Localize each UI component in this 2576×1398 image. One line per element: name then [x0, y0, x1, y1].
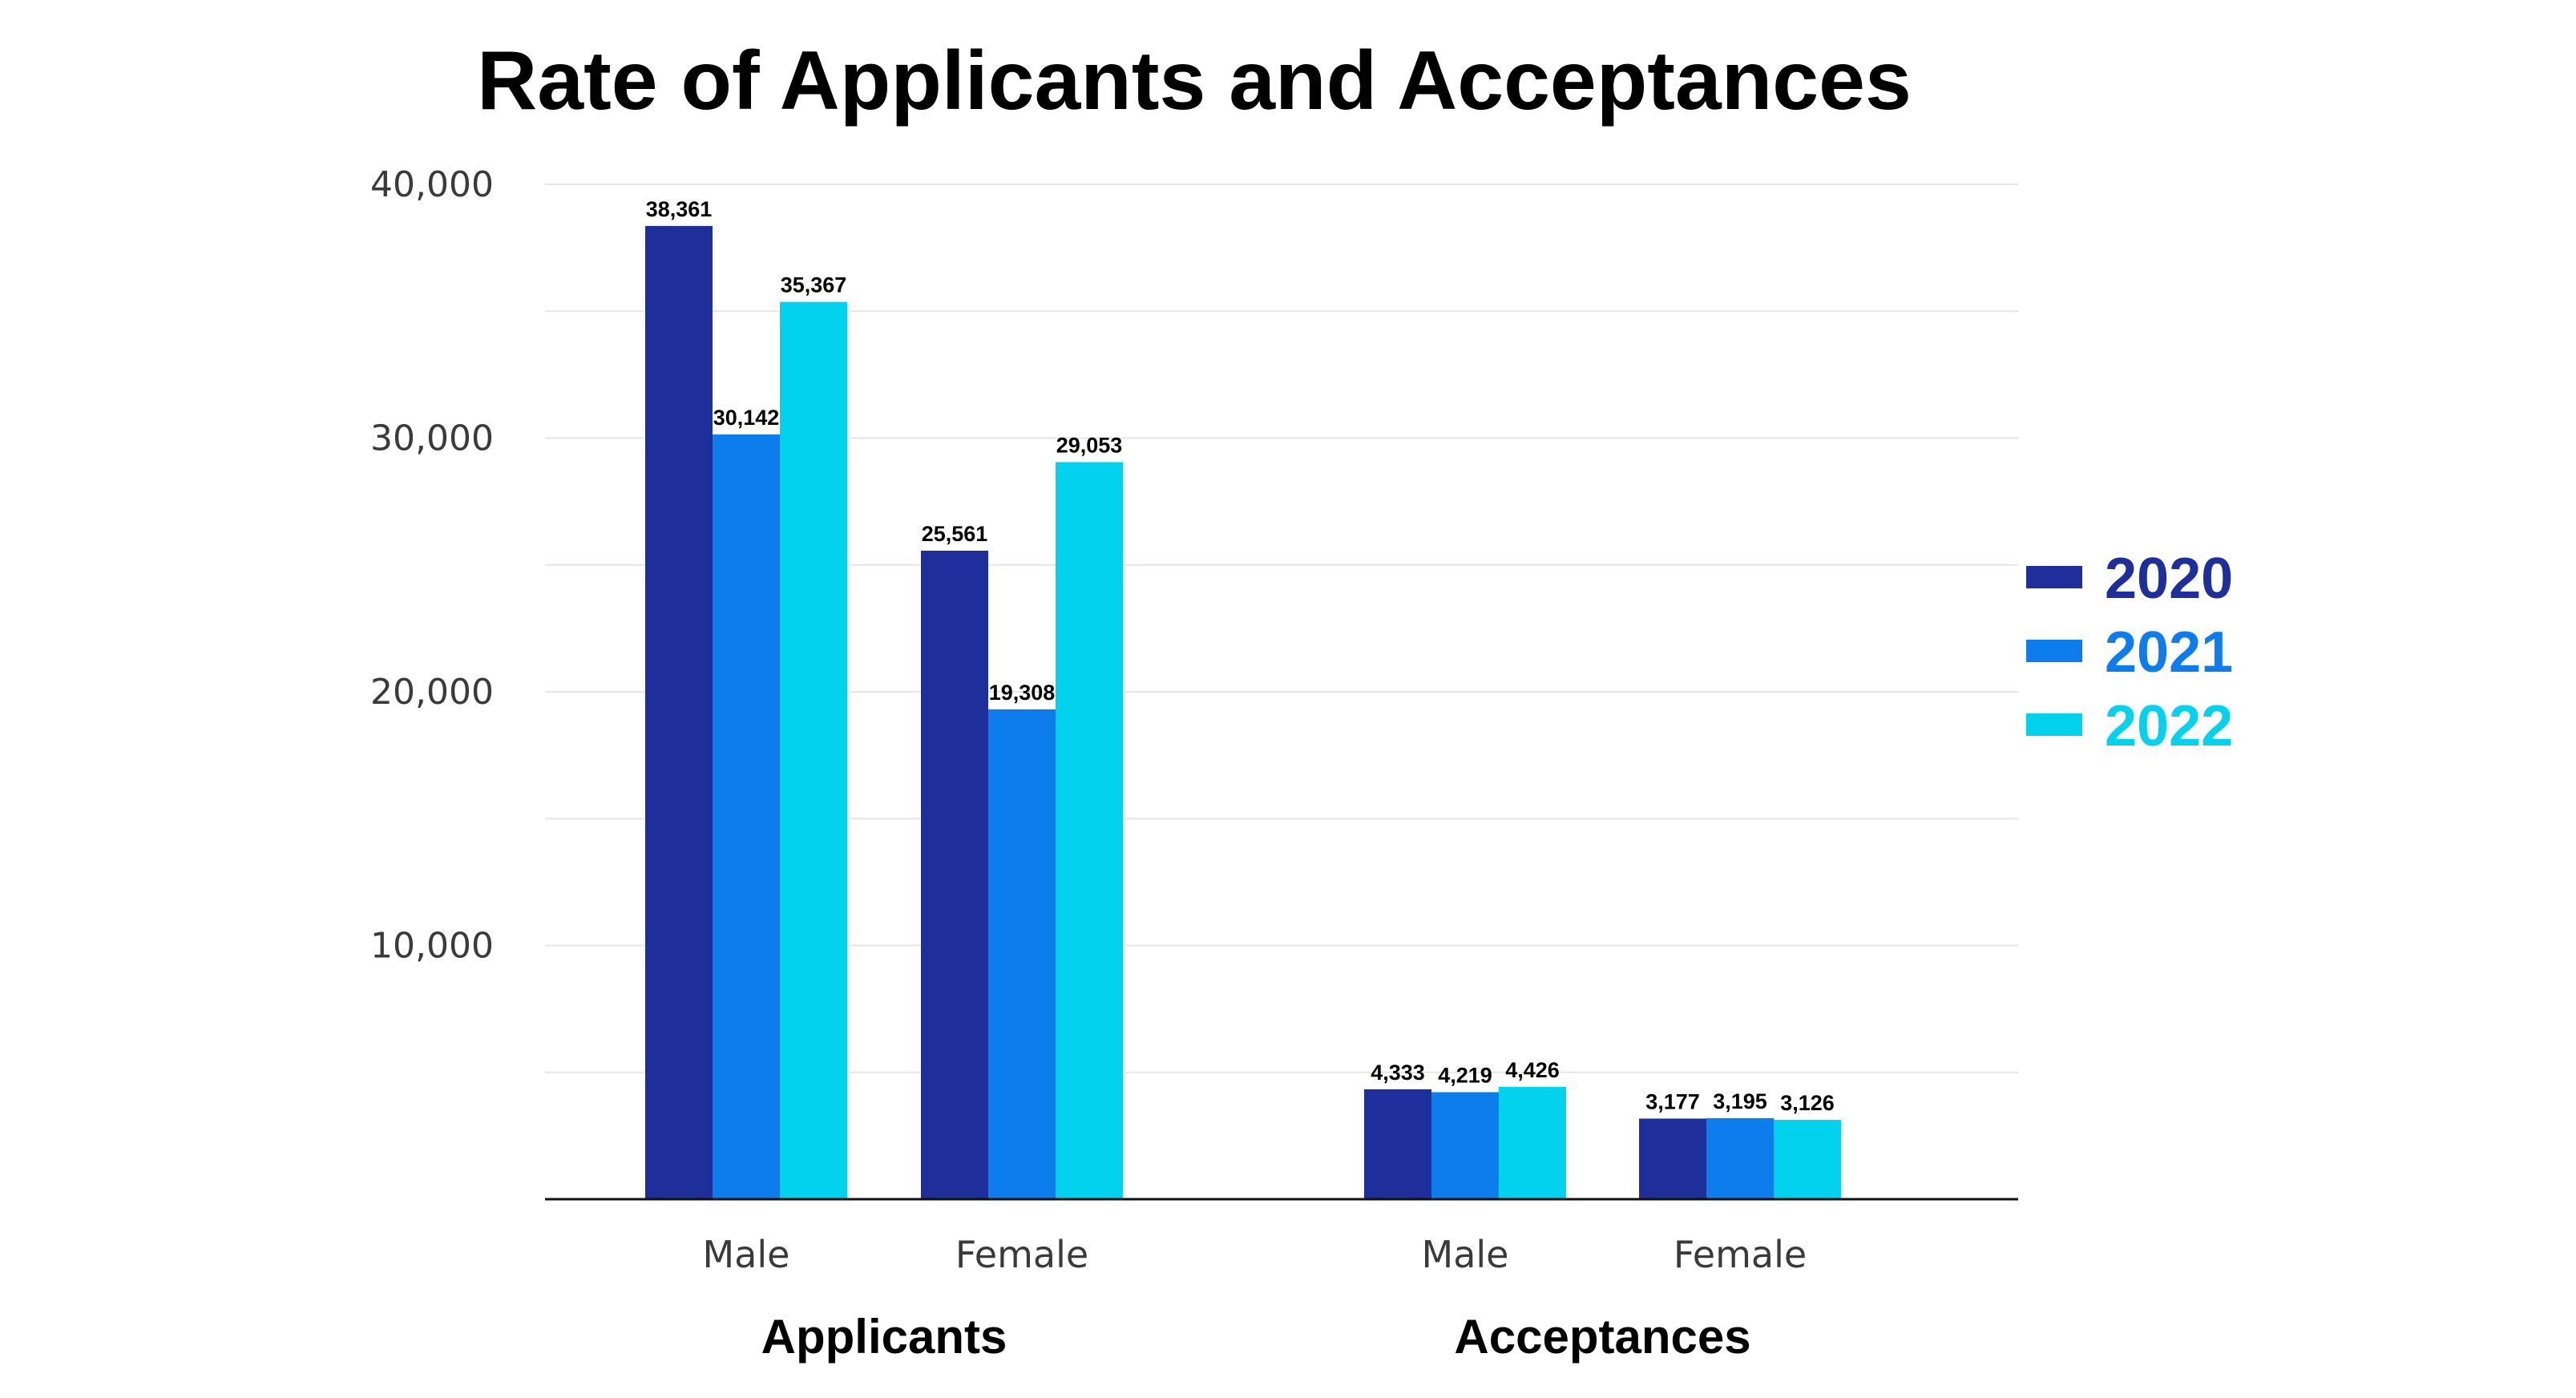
- legend-label-2020: 2020: [2105, 547, 2233, 611]
- legend: 2020 2021 2022: [2026, 547, 2233, 758]
- value-labels: 38,361 25,561 4,333 3,177 30,142 19,308 4,219 3…: [646, 197, 1835, 1115]
- x-category-label: Female: [1674, 1233, 1807, 1276]
- x-axis-categories: Male Female Applicants Male Female Acceptance…: [703, 1233, 1807, 1364]
- legend-swatch-2021: [2026, 640, 2082, 662]
- x-category-label: Male: [1422, 1233, 1509, 1276]
- bars: [645, 225, 1841, 1199]
- bar-2022: [1499, 1086, 1566, 1199]
- data-label: 25,561: [922, 522, 988, 546]
- y-tick-label: 10,000: [370, 926, 494, 967]
- data-label: 29,053: [1056, 433, 1123, 457]
- chart-title: Rate of Applicants and Acceptances: [477, 34, 1912, 127]
- bar-2020: [645, 225, 713, 1199]
- legend-swatch-2020: [2026, 566, 2082, 588]
- legend-swatch-2022: [2026, 713, 2082, 736]
- bar-2020: [1364, 1089, 1431, 1199]
- bar-2021: [713, 434, 780, 1199]
- x-category-label: Male: [703, 1233, 790, 1276]
- data-label: 3,126: [1780, 1091, 1835, 1115]
- data-label: 4,426: [1505, 1058, 1560, 1082]
- bar-2022: [1774, 1120, 1841, 1199]
- bar-2021: [988, 709, 1056, 1199]
- bar-2020: [921, 550, 988, 1199]
- bar-2022: [1056, 462, 1123, 1199]
- bar-2022: [780, 301, 847, 1199]
- data-label: 35,367: [781, 273, 847, 297]
- data-label: 3,177: [1645, 1089, 1700, 1113]
- y-tick-label: 20,000: [370, 672, 494, 713]
- legend-label-2022: 2022: [2105, 694, 2233, 758]
- bar-2021: [1431, 1092, 1499, 1199]
- data-label: 4,333: [1371, 1061, 1425, 1085]
- y-axis-ticks: 10,000 20,000 30,000 40,000: [370, 164, 494, 967]
- x-group-label: Acceptances: [1454, 1310, 1750, 1364]
- bar-2021: [1706, 1117, 1774, 1199]
- x-group-label: Applicants: [761, 1310, 1007, 1364]
- y-tick-label: 30,000: [370, 418, 494, 459]
- data-label: 38,361: [646, 197, 713, 221]
- bar-2020: [1639, 1118, 1706, 1199]
- legend-label-2021: 2021: [2105, 620, 2233, 685]
- data-label: 3,195: [1713, 1089, 1767, 1113]
- x-category-label: Female: [955, 1233, 1088, 1276]
- data-label: 4,219: [1438, 1063, 1492, 1087]
- data-label: 19,308: [989, 681, 1056, 705]
- data-label: 30,142: [713, 406, 780, 430]
- y-tick-label: 40,000: [370, 164, 494, 205]
